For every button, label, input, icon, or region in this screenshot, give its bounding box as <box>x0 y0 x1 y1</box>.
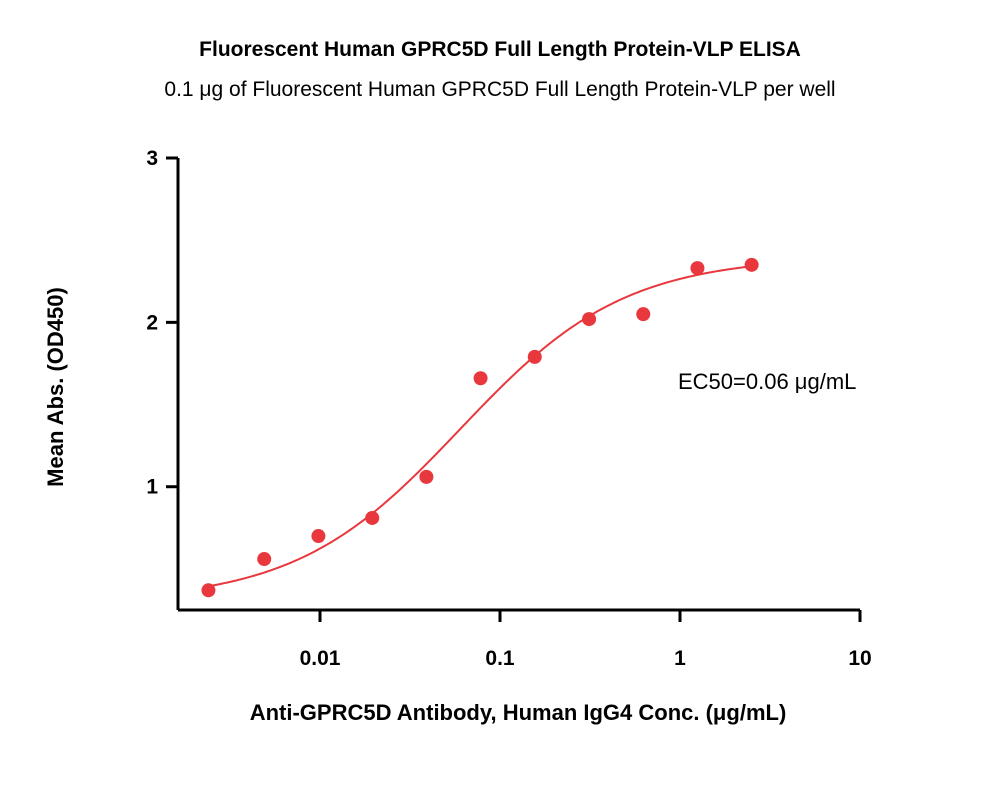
fit-curve-layer <box>208 265 752 588</box>
chart-subtitle: 0.1 μg of Fluorescent Human GPRC5D Full … <box>164 78 836 101</box>
data-point <box>527 349 542 364</box>
data-point <box>419 469 434 484</box>
data-point <box>365 510 380 525</box>
axes: 1 2 3 0.01 0.1 1 10 <box>146 147 871 670</box>
data-point <box>257 552 272 567</box>
y-tick-label: 1 <box>146 476 158 499</box>
y-tick-label: 3 <box>146 147 158 170</box>
fit-curve <box>208 265 752 588</box>
data-point <box>582 312 597 327</box>
data-point <box>690 261 705 276</box>
data-point <box>311 529 326 544</box>
data-point <box>473 371 488 386</box>
y-tick-label: 2 <box>146 311 158 334</box>
x-tick-label: 1 <box>674 647 686 670</box>
data-point <box>744 257 759 272</box>
data-point <box>636 307 651 322</box>
x-tick-label: 10 <box>848 647 871 670</box>
data-points-layer <box>201 257 759 598</box>
y-axis-label: Mean Abs. (OD450) <box>43 287 68 487</box>
x-tick-label: 0.01 <box>300 647 341 670</box>
ec50-annotation: EC50=0.06 μg/mL <box>678 369 856 394</box>
x-tick-label: 0.1 <box>485 647 515 670</box>
data-point <box>201 583 216 598</box>
x-axis-label: Anti-GPRC5D Antibody, Human IgG4 Conc. (… <box>250 700 787 725</box>
chart-title: Fluorescent Human GPRC5D Full Length Pro… <box>199 38 801 61</box>
